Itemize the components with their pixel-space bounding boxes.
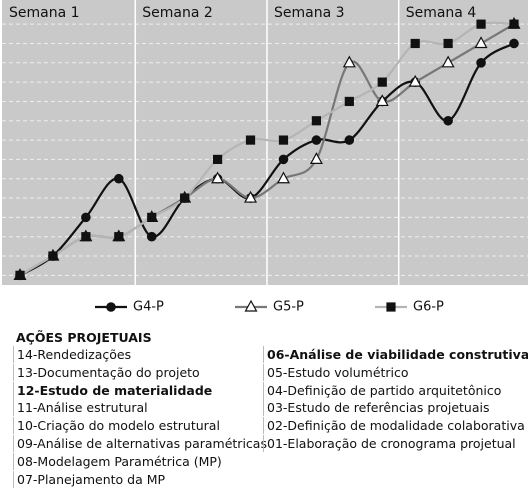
point bbox=[278, 135, 289, 145]
point bbox=[211, 171, 225, 184]
point bbox=[276, 171, 290, 184]
action-item: 03-Estudo de referências projetuais bbox=[263, 399, 490, 417]
actions-title: AÇÕES PROJETUAIS bbox=[16, 330, 152, 345]
action-item: 10-Criação do modelo estrutural bbox=[13, 417, 220, 435]
point bbox=[476, 19, 486, 29]
point bbox=[114, 232, 124, 242]
point bbox=[311, 135, 322, 145]
action-item: 09-Análise de alternativas paramétricas bbox=[13, 435, 267, 452]
action-item: 01-Elaboração de cronograma projetual bbox=[263, 435, 516, 452]
week-label: Semana 4 bbox=[406, 5, 477, 21]
point bbox=[81, 232, 91, 242]
week-label: Semana 1 bbox=[9, 5, 80, 21]
legend-label: G5-P bbox=[273, 300, 304, 315]
chart: Semana 1 Semana 2 Semana 3 Semana 4 G4-P G5-P… bbox=[2, 0, 528, 315]
point bbox=[377, 77, 387, 87]
point bbox=[147, 212, 157, 222]
action-item: 14-Rendedizações bbox=[13, 346, 131, 363]
point bbox=[344, 135, 355, 145]
point bbox=[342, 55, 356, 68]
point bbox=[443, 38, 453, 49]
point bbox=[114, 173, 124, 184]
point bbox=[146, 231, 157, 242]
point bbox=[311, 116, 321, 126]
point bbox=[443, 115, 453, 126]
point bbox=[410, 38, 420, 49]
point bbox=[509, 38, 519, 49]
point bbox=[245, 135, 256, 145]
week-label: Semana 3 bbox=[274, 5, 345, 21]
point bbox=[476, 57, 486, 68]
legend-marker bbox=[106, 302, 116, 312]
week-label: Semana 2 bbox=[142, 5, 213, 21]
legend-label: G4-P bbox=[133, 300, 164, 315]
point bbox=[48, 251, 58, 261]
point bbox=[474, 36, 488, 49]
point bbox=[309, 152, 323, 165]
legend-marker bbox=[386, 302, 396, 312]
point bbox=[81, 212, 91, 223]
point bbox=[509, 19, 519, 29]
action-item: 11-Análise estrutural bbox=[13, 399, 148, 417]
point bbox=[344, 96, 354, 107]
point bbox=[213, 154, 223, 165]
point bbox=[278, 154, 289, 165]
action-item: 07-Planejamento da MP bbox=[13, 470, 165, 488]
point bbox=[180, 193, 190, 203]
action-item: 12-Estudo de materialidade bbox=[13, 381, 212, 399]
action-item: 06-Análise de viabilidade construtiva bbox=[263, 346, 528, 363]
series-line bbox=[19, 21, 515, 277]
point bbox=[15, 270, 25, 280]
series-line bbox=[19, 42, 515, 277]
point bbox=[375, 94, 389, 107]
action-item: 02-Definição de modalidade colaborativa bbox=[263, 417, 525, 435]
action-item: 05-Estudo volumétrico bbox=[263, 363, 409, 381]
legend-label: G6-P bbox=[413, 300, 444, 315]
legend-marker bbox=[244, 299, 258, 312]
point bbox=[441, 55, 455, 68]
action-item: 08-Modelagem Paramétrica (MP) bbox=[13, 452, 222, 470]
point bbox=[244, 190, 258, 203]
action-item: 04-Definição de partido arquitetônico bbox=[263, 381, 501, 399]
point bbox=[408, 74, 422, 87]
action-item: 13-Documentação do projeto bbox=[13, 363, 200, 381]
